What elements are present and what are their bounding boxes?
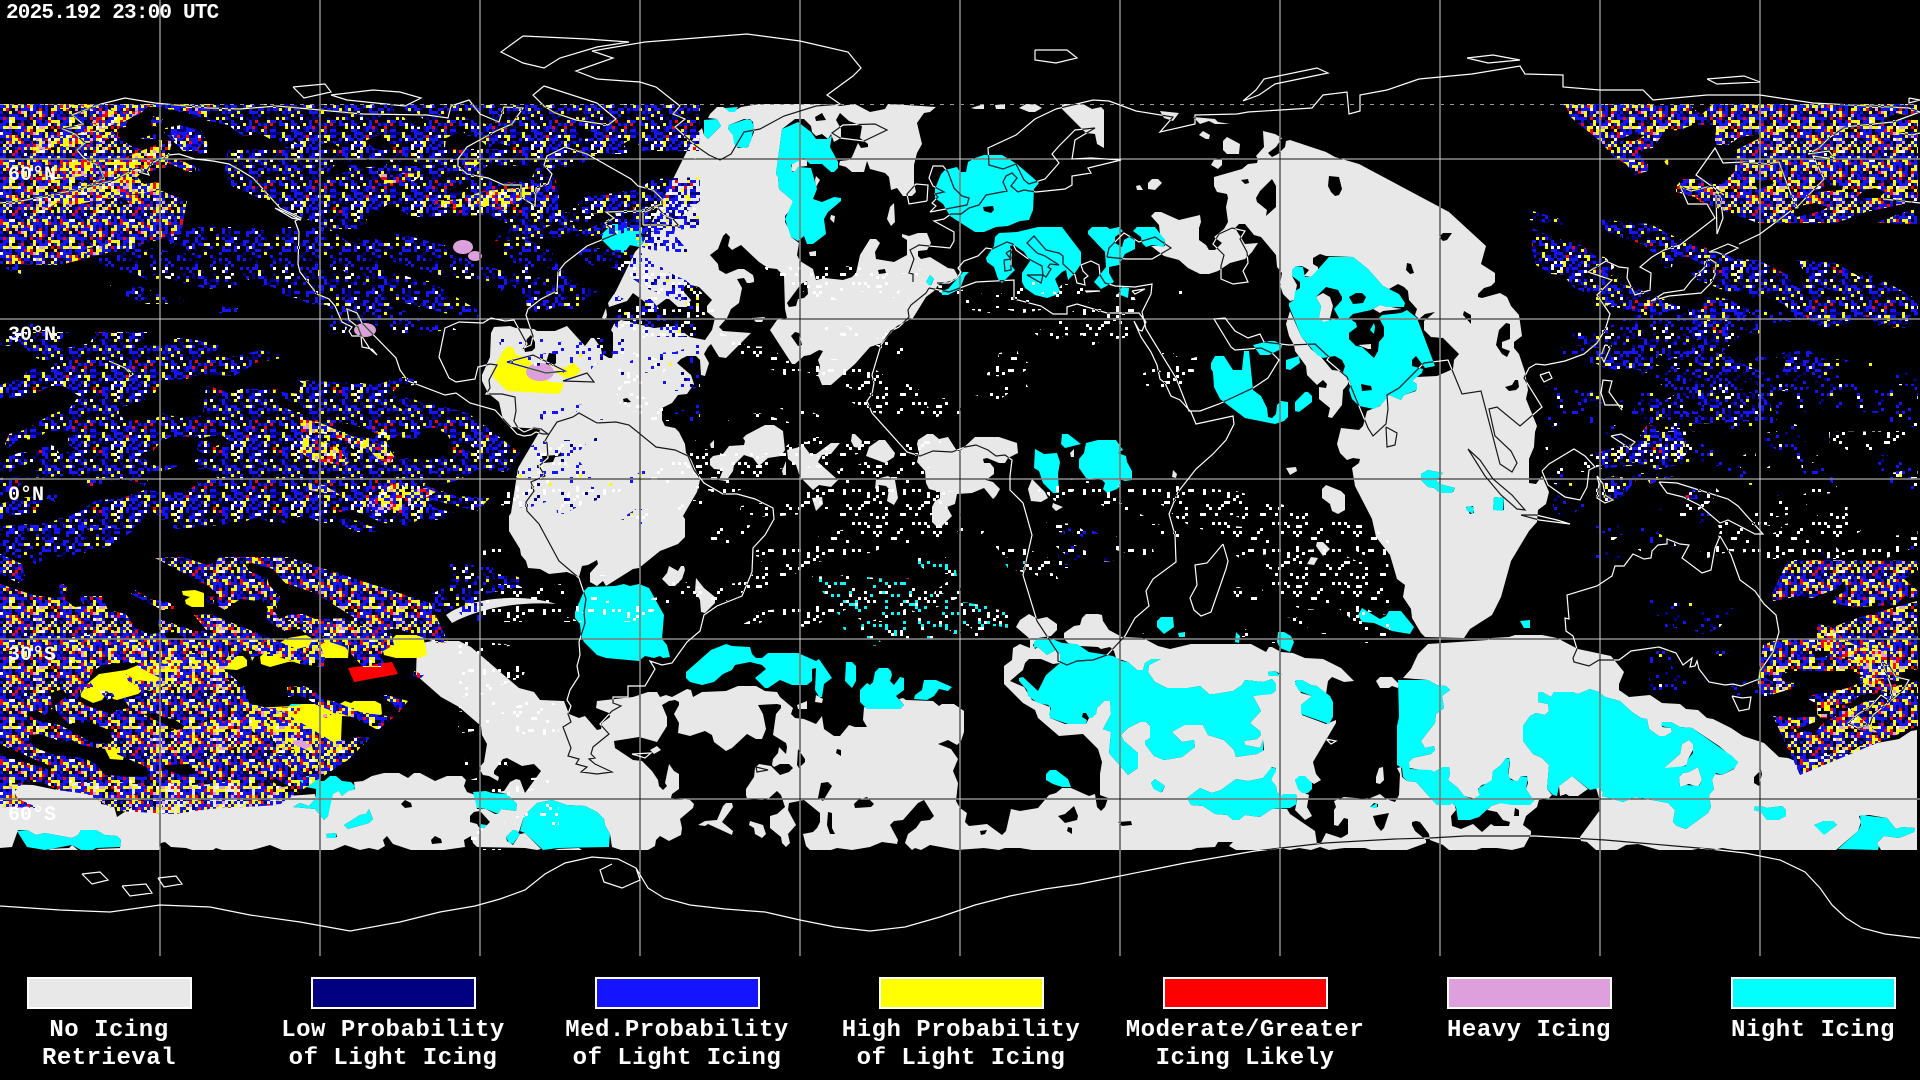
- svg-text:of Light Icing: of Light Icing: [573, 1045, 782, 1072]
- svg-text:of Light Icing: of Light Icing: [289, 1045, 498, 1072]
- svg-text:30°S: 30°S: [8, 644, 56, 667]
- svg-text:Icing Likely: Icing Likely: [1156, 1045, 1335, 1072]
- svg-text:Retrieval: Retrieval: [42, 1045, 176, 1072]
- svg-text:Night Icing: Night Icing: [1731, 1017, 1895, 1044]
- svg-text:0°N: 0°N: [8, 484, 44, 507]
- svg-text:No Icing: No Icing: [49, 1017, 168, 1044]
- svg-text:High Probability: High Probability: [842, 1017, 1080, 1044]
- svg-text:Moderate/Greater: Moderate/Greater: [1126, 1017, 1364, 1044]
- svg-text:30°N: 30°N: [8, 324, 56, 347]
- svg-text:60°N: 60°N: [8, 164, 56, 187]
- svg-text:Med.Probability: Med.Probability: [565, 1017, 789, 1044]
- svg-text:60°S: 60°S: [8, 804, 56, 827]
- svg-text:Low Probability: Low Probability: [281, 1017, 505, 1044]
- svg-text:2025.192 23:00 UTC: 2025.192 23:00 UTC: [6, 2, 220, 25]
- svg-text:of Light Icing: of Light Icing: [857, 1045, 1066, 1072]
- svg-text:Heavy Icing: Heavy Icing: [1447, 1017, 1611, 1044]
